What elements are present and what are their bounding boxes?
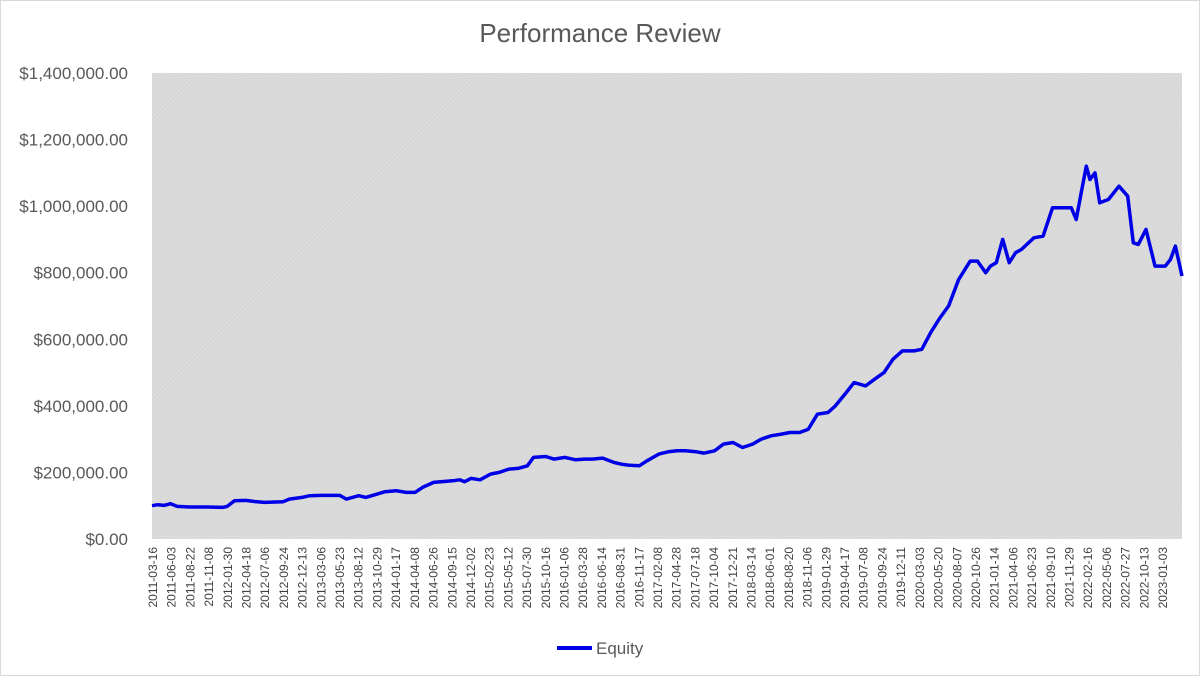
x-tick-label: 2015-10-16	[539, 547, 553, 609]
y-tick-label: $0.00	[85, 530, 128, 549]
x-tick-label: 2016-11-17	[632, 547, 646, 608]
x-tick-label: 2016-08-31	[614, 547, 628, 609]
x-tick-label: 2012-12-13	[296, 547, 310, 609]
x-tick-label: 2021-06-23	[1025, 547, 1039, 609]
x-tick-label: 2014-04-08	[408, 547, 422, 609]
plot-area	[152, 73, 1182, 539]
x-tick-label: 2019-07-08	[857, 547, 871, 609]
x-tick-label: 2014-09-15	[445, 547, 459, 609]
x-tick-label: 2023-01-03	[1156, 547, 1170, 609]
x-tick-label: 2018-06-01	[763, 547, 777, 609]
x-tick-label: 2012-04-18	[240, 547, 254, 609]
x-tick-label: 2016-01-06	[557, 547, 571, 609]
x-tick-label: 2019-09-24	[875, 547, 889, 609]
x-tick-label: 2014-12-02	[464, 547, 478, 609]
x-tick-label: 2022-02-16	[1081, 547, 1095, 609]
x-tick-label: 2019-01-29	[819, 547, 833, 609]
y-tick-label: $200,000.00	[33, 463, 128, 482]
x-tick-label: 2020-03-03	[913, 547, 927, 609]
x-tick-label: 2015-07-30	[520, 547, 534, 609]
x-tick-label: 2017-04-28	[670, 547, 684, 609]
y-tick-label: $1,400,000.00	[19, 64, 128, 83]
x-tick-label: 2020-05-20	[932, 547, 946, 609]
x-tick-label: 2015-02-23	[483, 547, 497, 609]
x-tick-label: 2020-10-26	[969, 547, 983, 609]
series-layer	[151, 164, 1184, 510]
x-tick-label: 2012-07-06	[258, 547, 272, 609]
chart-title: Performance Review	[479, 18, 721, 48]
x-axis: 2011-03-16 2011-06-03 2011-08-22 2011-11-08…	[146, 547, 1170, 609]
y-axis: $0.00 $200,000.00 $400,000.00 $600,000.00 $8…	[19, 64, 128, 549]
x-tick-label: 2013-03-06	[314, 547, 328, 609]
y-tick-label: $800,000.00	[33, 264, 128, 283]
x-tick-label: 2013-10-29	[370, 547, 384, 609]
x-tick-label: 2017-07-18	[688, 547, 702, 609]
x-tick-label: 2012-01-30	[221, 547, 235, 609]
legend-label-equity: Equity	[596, 639, 644, 658]
x-tick-label: 2022-07-27	[1119, 547, 1133, 609]
x-tick-label: 2018-11-06	[801, 547, 815, 608]
y-tick-label: $1,000,000.00	[19, 197, 128, 216]
x-tick-label: 2011-03-16	[146, 547, 160, 608]
x-tick-label: 2011-08-22	[183, 547, 197, 608]
x-tick-label: 2021-09-10	[1044, 547, 1058, 609]
y-tick-label: $600,000.00	[33, 330, 128, 349]
x-tick-label: 2013-08-12	[352, 547, 366, 609]
x-tick-label: 2017-02-08	[651, 547, 665, 609]
x-tick-label: 2013-05-23	[333, 547, 347, 609]
x-tick-label: 2019-04-17	[838, 547, 852, 609]
x-tick-label: 2017-10-04	[707, 547, 721, 609]
x-tick-label: 2018-03-14	[745, 547, 759, 609]
x-tick-label: 2011-11-08	[202, 547, 216, 607]
y-tick-label: $1,200,000.00	[19, 131, 128, 150]
x-tick-label: 2019-12-11	[894, 547, 908, 608]
x-tick-label: 2016-06-14	[595, 547, 609, 609]
x-tick-label: 2015-05-12	[501, 547, 515, 609]
y-tick-label: $400,000.00	[33, 397, 128, 416]
series-line-equity	[151, 164, 1184, 510]
x-tick-label: 2021-01-14	[988, 547, 1002, 609]
x-tick-label: 2017-12-21	[726, 547, 740, 609]
x-tick-label: 2020-08-07	[950, 547, 964, 609]
x-tick-label: 2022-05-06	[1100, 547, 1114, 609]
x-tick-label: 2012-09-24	[277, 547, 291, 609]
x-tick-label: 2022-10-13	[1137, 547, 1151, 609]
x-tick-label: 2014-01-17	[389, 547, 403, 609]
x-tick-label: 2016-03-28	[576, 547, 590, 609]
x-tick-label: 2018-08-20	[782, 547, 796, 609]
legend: Equity	[557, 639, 644, 658]
x-tick-label: 2021-04-06	[1006, 547, 1020, 609]
x-tick-label: 2011-06-03	[165, 547, 179, 608]
x-tick-label: 2021-11-29	[1062, 547, 1076, 608]
x-tick-label: 2014-06-26	[427, 547, 441, 609]
